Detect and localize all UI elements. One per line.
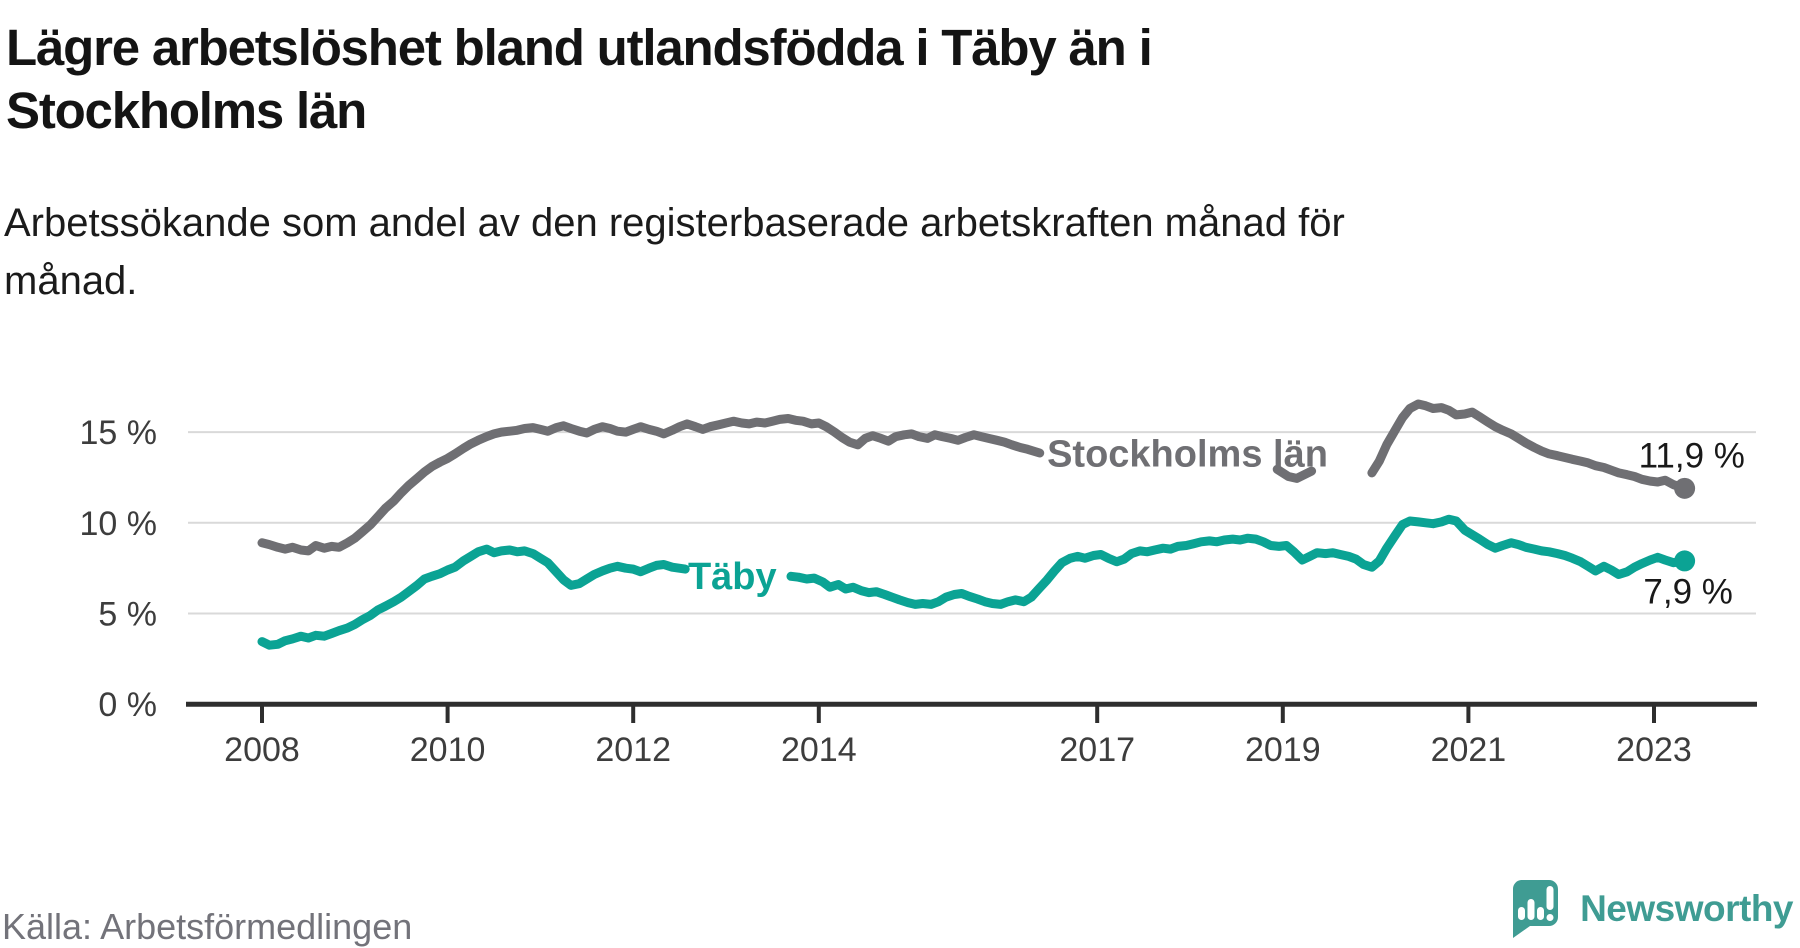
series-end-value-label: 7,9 % bbox=[1643, 573, 1733, 612]
chart-subtitle: Arbetssökande som andel av den registerb… bbox=[4, 194, 1345, 310]
x-tick-label-2019: 2019 bbox=[1245, 731, 1321, 769]
page-title: Lägre arbetslöshet bland utlandsfödda i … bbox=[6, 16, 1153, 142]
y-tick-label-15pct: 15 % bbox=[80, 414, 158, 452]
series-label-stockholms-lan: Stockholms län bbox=[1047, 434, 1328, 476]
x-tick-label-2021: 2021 bbox=[1431, 731, 1507, 769]
x-tick-label-2008: 2008 bbox=[224, 731, 300, 769]
newsworthy-bubble-icon bbox=[1513, 880, 1559, 938]
y-tick-label-5pct: 5 % bbox=[98, 596, 157, 634]
series-stockholms-lan: Stockholms län 11,9 % bbox=[257, 399, 1745, 556]
series-line-segment bbox=[257, 414, 1045, 556]
source-caption: Källa: Arbetsförmedlingen bbox=[2, 906, 413, 947]
x-tick-label-2017: 2017 bbox=[1059, 731, 1135, 769]
x-tick-label-2012: 2012 bbox=[595, 731, 671, 769]
series-end-dot bbox=[1674, 550, 1696, 572]
newsworthy-wordmark: Newsworthy bbox=[1580, 888, 1793, 929]
subtitle-line-1: Arbetssökande som andel av den registerb… bbox=[4, 201, 1345, 245]
series-label-taby: Täby bbox=[688, 556, 777, 598]
x-tick-label-2014: 2014 bbox=[781, 731, 857, 769]
series-line-segment bbox=[786, 514, 1690, 609]
series-end-value-label: 11,9 % bbox=[1639, 436, 1745, 475]
y-tick-label-10pct: 10 % bbox=[80, 505, 158, 543]
series-taby: Täby 7,9 % bbox=[257, 514, 1733, 650]
x-tick-label-2023: 2023 bbox=[1616, 731, 1692, 769]
series-line-segment bbox=[1272, 464, 1317, 483]
series-end-dot bbox=[1674, 477, 1696, 499]
y-tick-label-0pct: 0 % bbox=[98, 686, 157, 724]
title-line-1: Lägre arbetslöshet bland utlandsfödda i … bbox=[6, 19, 1153, 76]
newsworthy-logo: Newsworthy bbox=[1510, 878, 1793, 940]
title-line-2: Stockholms län bbox=[6, 82, 367, 139]
series-line-segment bbox=[1367, 399, 1690, 493]
series-line-segment bbox=[257, 544, 690, 650]
x-tick-label-2010: 2010 bbox=[410, 731, 486, 769]
subtitle-line-2: månad. bbox=[4, 259, 138, 303]
